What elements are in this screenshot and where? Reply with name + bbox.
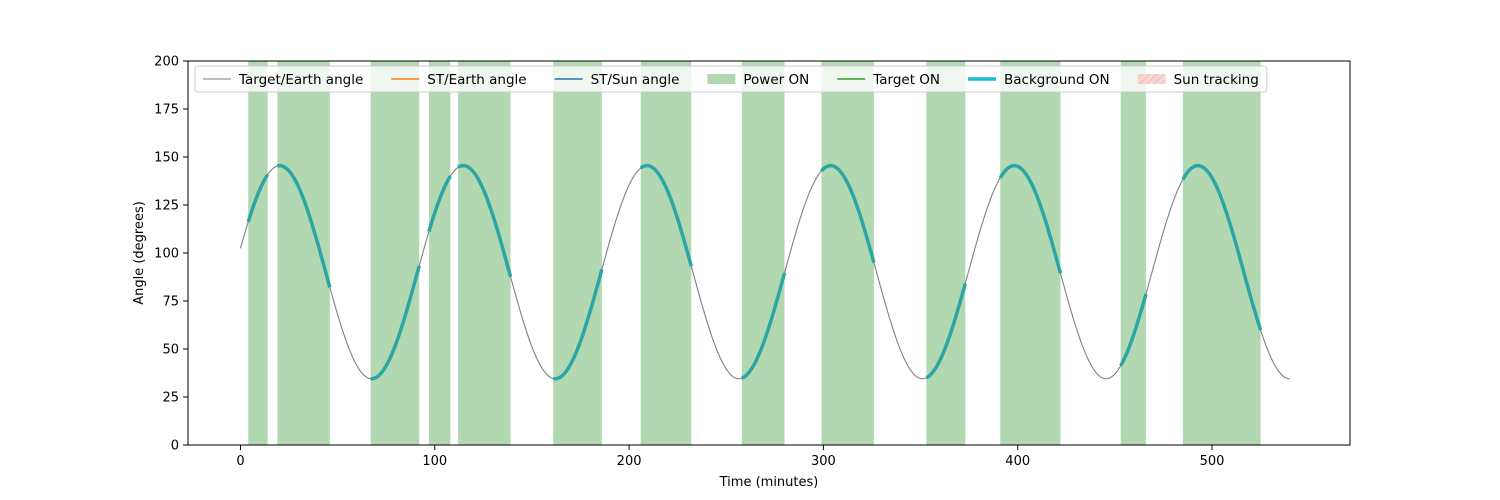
background-on-segment-0 xyxy=(246,173,270,223)
background-on-segment-2 xyxy=(369,265,421,381)
background-on-segment-1 xyxy=(276,163,332,288)
power-on-band-5 xyxy=(553,61,602,445)
background-on-segment-5 xyxy=(552,268,604,381)
power-on-bands xyxy=(248,61,1261,445)
background-on-segment-3 xyxy=(427,175,452,232)
power-on-band-4 xyxy=(458,61,511,445)
legend: Target/Earth angle ST/Earth angle ST/Sun a… xyxy=(194,65,1268,93)
legend-label-background-on: Background ON xyxy=(1004,72,1110,88)
background-on-segment-8 xyxy=(820,163,876,264)
y-tick-label-25: 25 xyxy=(162,391,179,406)
y-tick-label-100: 100 xyxy=(154,247,179,262)
legend-label-power-on: Power ON xyxy=(743,72,809,88)
power-on-band-0 xyxy=(248,61,268,445)
x-axis-label: Time (minutes) xyxy=(719,475,819,490)
x-tick-label-200: 200 xyxy=(617,454,642,469)
legend-swatch-power-on xyxy=(707,74,736,84)
power-on-band-10 xyxy=(1000,61,1061,445)
power-on-band-6 xyxy=(640,61,692,445)
background-on-segment-6 xyxy=(639,163,693,267)
background-on-segment-4 xyxy=(457,163,513,278)
power-on-band-3 xyxy=(428,61,451,445)
legend-label-sun-tracking: Sun tracking xyxy=(1174,72,1259,88)
y-tick-label-0: 0 xyxy=(171,439,179,454)
x-tick-label-300: 300 xyxy=(811,454,836,469)
x-tick-label-100: 100 xyxy=(422,454,447,469)
y-tick-label-50: 50 xyxy=(162,343,179,358)
y-tick-label-175: 175 xyxy=(154,103,179,118)
y-axis: 0 25 50 75 100 125 150 175 200 xyxy=(154,55,188,454)
x-tick-label-0: 0 xyxy=(236,454,244,469)
background-on-segment-9 xyxy=(925,283,967,380)
background-on-segment-7 xyxy=(741,272,787,380)
y-tick-label-150: 150 xyxy=(154,151,179,166)
power-on-band-11 xyxy=(1120,61,1146,445)
background-on-segment-11 xyxy=(1119,293,1148,367)
x-tick-label-500: 500 xyxy=(1200,454,1225,469)
series-lines xyxy=(239,163,1290,381)
legend-label-st-earth-angle: ST/Earth angle xyxy=(427,72,526,88)
x-axis: 0 100 200 300 400 500 xyxy=(236,445,1224,469)
power-on-band-12 xyxy=(1182,61,1261,445)
legend-label-st-sun-angle: ST/Sun angle xyxy=(591,72,680,88)
power-on-band-8 xyxy=(821,61,874,445)
x-tick-label-400: 400 xyxy=(1005,454,1030,469)
background-on-segment-12 xyxy=(1181,163,1263,331)
y-axis-label: Angle (degrees) xyxy=(132,201,147,305)
y-tick-label-75: 75 xyxy=(162,295,179,310)
y-tick-label-200: 200 xyxy=(154,55,179,70)
power-on-band-7 xyxy=(741,61,785,445)
legend-swatch-sun-tracking xyxy=(1137,74,1166,84)
legend-label-target-on: Target ON xyxy=(872,72,940,88)
legend-label-target-earth-angle: Target/Earth angle xyxy=(238,72,363,88)
power-on-band-2 xyxy=(370,61,420,445)
power-on-band-9 xyxy=(926,61,966,445)
y-tick-label-125: 125 xyxy=(154,199,179,214)
background-on-segment-10 xyxy=(998,163,1063,274)
